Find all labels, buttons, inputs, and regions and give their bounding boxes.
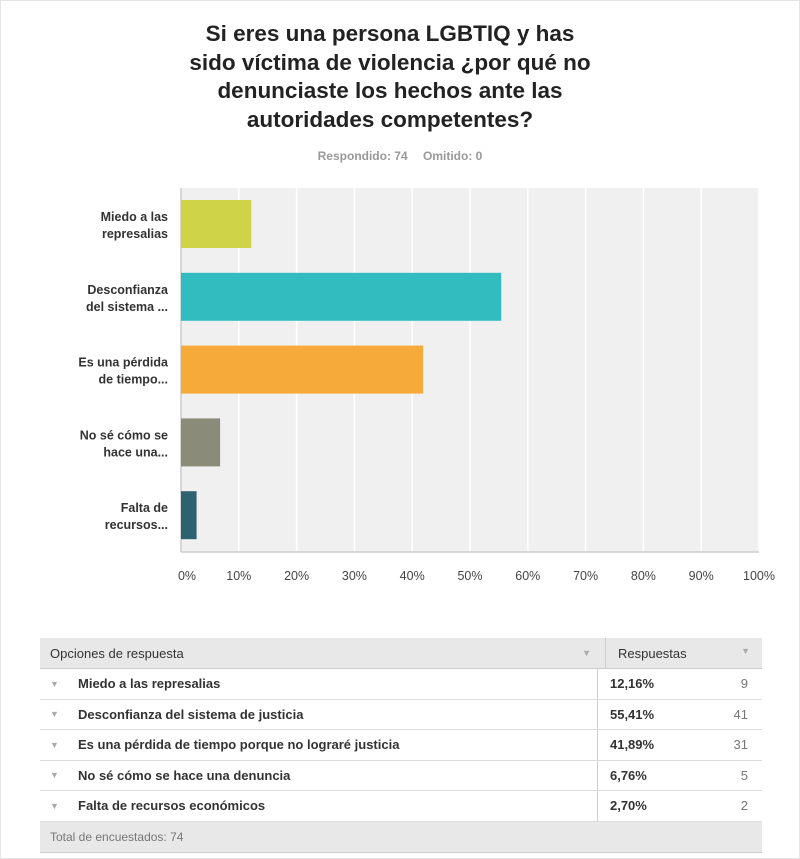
option-label: No sé cómo se hace una denuncia bbox=[78, 767, 291, 783]
header-options[interactable]: Opciones de respuesta bbox=[50, 645, 184, 661]
expand-icon[interactable]: ▼ bbox=[50, 770, 59, 781]
header-responses[interactable]: Respuestas bbox=[618, 645, 687, 661]
category-label: Desconfianza bbox=[87, 283, 169, 297]
expand-icon[interactable]: ▼ bbox=[50, 739, 59, 750]
table-row[interactable]: ▼ Desconfianza del sistema de justicia 55,… bbox=[40, 699, 762, 730]
option-label: Es una pérdida de tiempo porque no logra… bbox=[78, 737, 400, 753]
option-percent: 55,41% bbox=[609, 706, 655, 722]
option-percent: 6,76% bbox=[609, 767, 647, 783]
total-respondents: Total de encuestados: 74 bbox=[40, 821, 762, 853]
bar bbox=[181, 345, 424, 394]
category-label: Falta de bbox=[121, 501, 168, 515]
bar bbox=[181, 200, 252, 248]
table-row[interactable]: ▼ No sé cómo se hace una denuncia 6,76% 5 bbox=[40, 760, 762, 791]
title-line: autoridades competentes? bbox=[246, 106, 534, 132]
expand-icon[interactable]: ▼ bbox=[50, 678, 59, 689]
bar-chart: 0% 10% 20% 30% 40% 50% 60% 70% 80% 90% 100% Miedo a… bbox=[78, 188, 775, 583]
table-row[interactable]: ▼ Falta de recursos económicos 2,70% 2 bbox=[40, 791, 762, 822]
option-count: 9 bbox=[740, 676, 748, 692]
x-tick-label: 10% bbox=[226, 569, 251, 583]
table-header: Opciones de respuesta ▼ Respuestas ▼ bbox=[40, 638, 762, 669]
table-row[interactable]: ▼ Es una pérdida de tiempo porque no logr… bbox=[40, 730, 762, 761]
x-tick-label: 50% bbox=[457, 569, 482, 583]
category-label: Es una pérdida bbox=[78, 356, 169, 370]
table-row[interactable]: ▼ Miedo a las represalias 12,16% 9 bbox=[40, 669, 762, 700]
option-count: 31 bbox=[733, 737, 748, 753]
x-tick-label: 60% bbox=[515, 569, 540, 583]
category-label: Miedo a las bbox=[101, 210, 168, 224]
title-line: denunciaste los hechos ante las bbox=[217, 78, 563, 103]
expand-icon[interactable]: ▼ bbox=[50, 709, 59, 720]
option-percent: 41,89% bbox=[609, 737, 655, 753]
option-count: 41 bbox=[733, 706, 748, 722]
title-line: Si eres una persona LGBTIQ y has bbox=[205, 21, 575, 46]
category-label: recursos... bbox=[105, 518, 168, 532]
chart-title: Si eres una persona LGBTIQ y has sido ví… bbox=[100, 20, 680, 134]
x-tick-label: 100% bbox=[743, 569, 775, 583]
x-tick-label: 30% bbox=[342, 569, 367, 583]
x-tick-label: 90% bbox=[689, 569, 714, 583]
sort-icon[interactable]: ▼ bbox=[741, 645, 750, 656]
option-percent: 2,70% bbox=[609, 798, 647, 814]
x-tick-label: 70% bbox=[573, 569, 598, 583]
bar bbox=[181, 272, 502, 321]
sort-icon[interactable]: ▼ bbox=[582, 648, 591, 658]
option-label: Falta de recursos económicos bbox=[78, 798, 266, 814]
bar bbox=[181, 491, 197, 540]
category-label: de tiempo... bbox=[99, 373, 168, 387]
response-table: Opciones de respuesta ▼ Respuestas ▼ ▼ Mi… bbox=[40, 638, 762, 853]
option-percent: 12,16% bbox=[609, 676, 655, 692]
x-tick-label: 80% bbox=[631, 569, 656, 583]
title-line: sido víctima de violencia ¿por qué no bbox=[189, 49, 591, 75]
expand-icon[interactable]: ▼ bbox=[50, 800, 59, 811]
option-label: Miedo a las represalias bbox=[78, 676, 221, 692]
x-tick-label: 0% bbox=[178, 569, 196, 583]
x-tick-label: 40% bbox=[400, 569, 425, 583]
category-label: No sé cómo se bbox=[80, 428, 168, 442]
option-count: 5 bbox=[740, 767, 748, 783]
response-stats: Respondido: 74 Omitido: 0 bbox=[0, 149, 800, 163]
x-tick-label: 20% bbox=[284, 569, 309, 583]
category-label: represalias bbox=[102, 227, 168, 241]
category-label: del sistema ... bbox=[86, 300, 168, 314]
skipped-count: Omitido: 0 bbox=[423, 149, 483, 163]
bar bbox=[181, 418, 221, 467]
option-count: 2 bbox=[740, 798, 748, 814]
option-label: Desconfianza del sistema de justicia bbox=[78, 706, 304, 722]
answered-count: Respondido: 74 bbox=[317, 149, 408, 163]
category-label: hace una... bbox=[103, 445, 168, 459]
